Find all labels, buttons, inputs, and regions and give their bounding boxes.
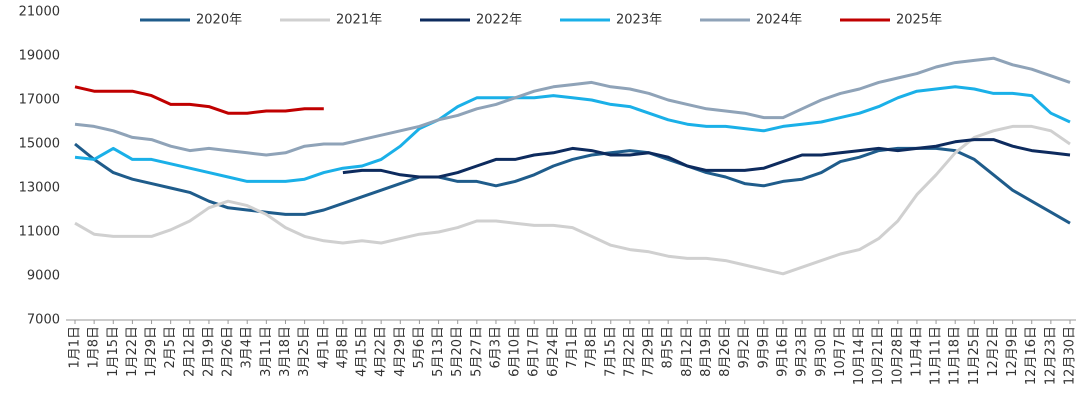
x-tick-label: 4月15日 xyxy=(355,326,370,377)
x-tick-label: 2月5日 xyxy=(163,326,178,369)
legend-label: 2023年 xyxy=(616,13,662,28)
legend-label: 2020年 xyxy=(196,13,242,28)
x-tick-label: 6月17日 xyxy=(527,326,542,377)
x-tick-label: 5月13日 xyxy=(431,326,446,377)
x-tick-label: 7月29日 xyxy=(642,326,657,377)
x-tick-label: 11月25日 xyxy=(967,326,982,385)
x-tick-label: 3月25日 xyxy=(297,326,312,377)
x-tick-label: 12月9日 xyxy=(1005,326,1020,377)
y-tick-label: 9000 xyxy=(27,269,60,284)
x-tick-label: 6月24日 xyxy=(546,326,561,377)
x-tick-label: 9月9日 xyxy=(756,326,771,369)
x-tick-label: 4月1日 xyxy=(316,326,331,369)
x-tick-label: 8月26日 xyxy=(718,326,733,377)
x-tick-label: 11月11日 xyxy=(929,326,944,385)
x-tick-label: 2月12日 xyxy=(182,326,197,377)
x-tick-label: 7月8日 xyxy=(584,326,599,369)
y-tick-label: 7000 xyxy=(27,313,60,328)
x-tick-label: 4月29日 xyxy=(393,326,408,377)
x-tick-label: 9月23日 xyxy=(795,326,810,377)
x-tick-label: 10月28日 xyxy=(890,326,905,385)
x-tick-label: 11月4日 xyxy=(909,326,924,377)
x-tick-label: 10月14日 xyxy=(852,326,867,385)
series-line xyxy=(74,124,1071,276)
y-tick-label: 11000 xyxy=(19,225,60,240)
x-tick-label: 1月29日 xyxy=(144,326,159,377)
legend-label: 2024年 xyxy=(756,13,802,28)
x-tick-label: 8月5日 xyxy=(661,326,676,369)
x-tick-label: 3月4日 xyxy=(240,326,255,369)
series-line xyxy=(74,56,1071,157)
x-tick-label: 12月16日 xyxy=(1024,326,1039,385)
series-line xyxy=(342,138,1071,179)
x-tick-label: 8月19日 xyxy=(699,326,714,377)
x-tick-label: 1月1日 xyxy=(68,326,83,369)
x-tick-label: 10月21日 xyxy=(871,326,886,385)
x-tick-label: 8月12日 xyxy=(680,326,695,377)
y-tick-label: 13000 xyxy=(19,181,60,196)
x-tick-label: 3月18日 xyxy=(278,326,293,377)
x-tick-label: 3月11日 xyxy=(259,326,274,377)
x-tick-label: 4月8日 xyxy=(335,326,350,369)
legend-label: 2022年 xyxy=(476,13,522,28)
x-tick-label: 6月3日 xyxy=(488,326,503,369)
legend-label: 2021年 xyxy=(336,13,382,28)
y-tick-label: 15000 xyxy=(19,137,60,152)
x-tick-label: 4月22日 xyxy=(374,326,389,377)
x-tick-label: 9月30日 xyxy=(814,326,829,377)
x-tick-label: 7月1日 xyxy=(565,326,580,369)
legend-label: 2025年 xyxy=(896,13,942,28)
x-tick-label: 7月22日 xyxy=(622,326,637,377)
x-tick-label: 12月30日 xyxy=(1063,326,1078,385)
x-tick-label: 2月19日 xyxy=(201,326,216,377)
x-tick-label: 5月6日 xyxy=(412,326,427,369)
y-tick-label: 19000 xyxy=(19,49,60,64)
x-tick-label: 10月7日 xyxy=(833,326,848,377)
series-line xyxy=(74,85,324,115)
x-tick-label: 9月16日 xyxy=(775,326,790,377)
x-tick-label: 5月27日 xyxy=(469,326,484,377)
x-tick-label: 11月18日 xyxy=(948,326,963,385)
x-tick-label: 9月2日 xyxy=(737,326,752,369)
x-tick-label: 12月23日 xyxy=(1043,326,1058,385)
x-tick-label: 1月22日 xyxy=(125,326,140,377)
x-tick-label: 7月15日 xyxy=(603,326,618,377)
x-tick-label: 12月2日 xyxy=(986,326,1001,377)
x-tick-label: 6月10日 xyxy=(508,326,523,377)
x-tick-label: 2月26日 xyxy=(221,326,236,377)
x-tick-label: 5月20日 xyxy=(450,326,465,377)
series-line xyxy=(74,85,1071,183)
y-tick-label: 21000 xyxy=(19,5,60,20)
x-tick-label: 1月8日 xyxy=(87,326,102,369)
series-line xyxy=(74,142,1071,225)
x-tick-label: 1月15日 xyxy=(106,326,121,377)
y-tick-label: 17000 xyxy=(19,93,60,108)
